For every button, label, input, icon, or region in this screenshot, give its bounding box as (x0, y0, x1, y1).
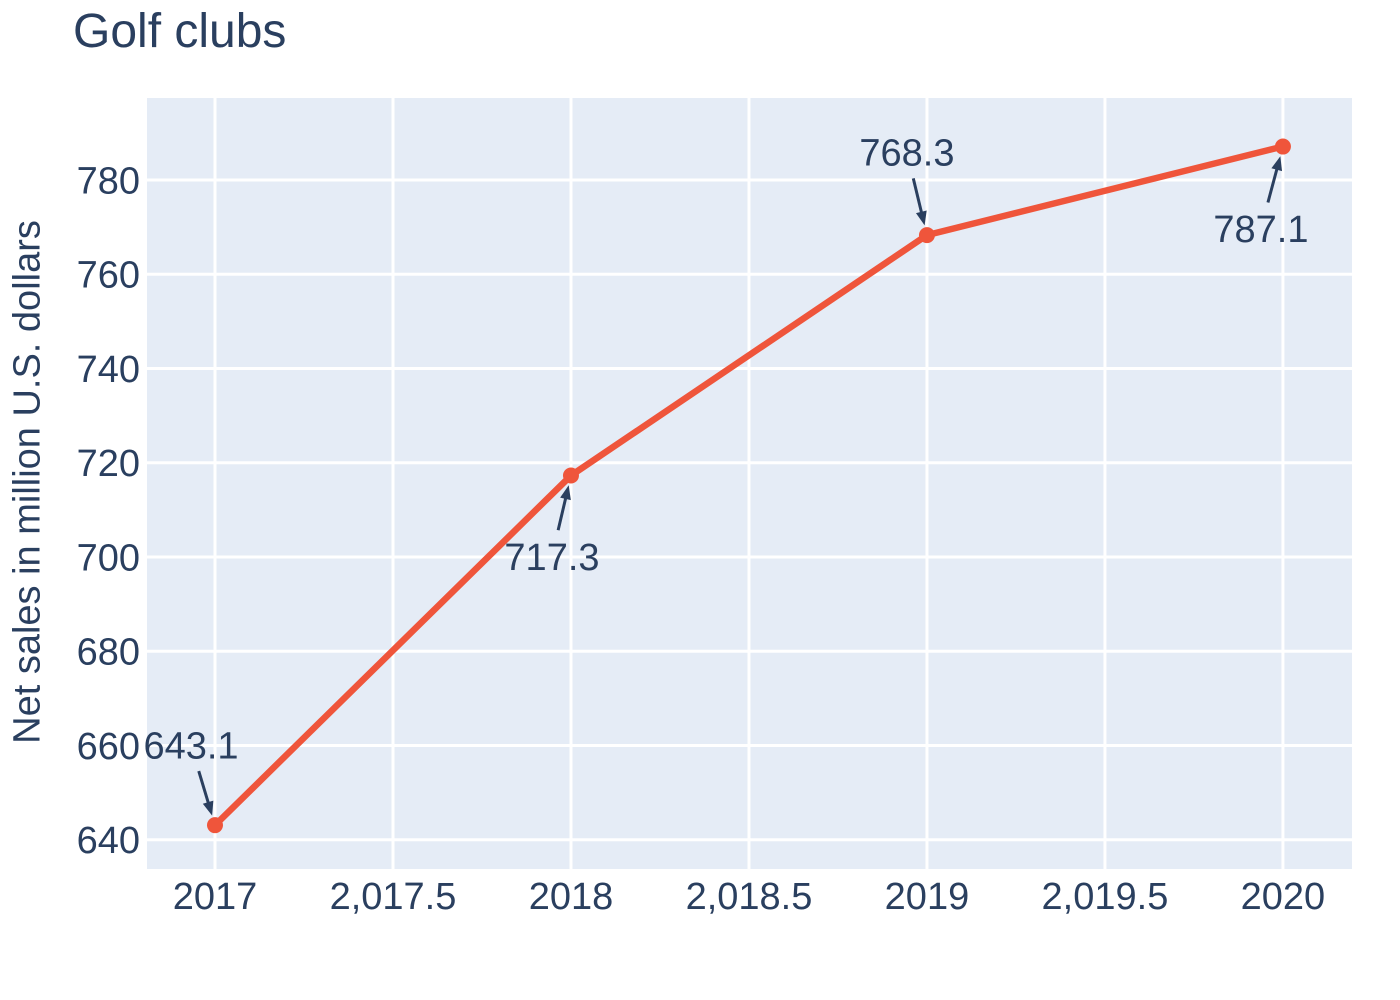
x-tick-label: 2020 (1241, 876, 1326, 918)
annotation-arrowhead (1271, 156, 1283, 172)
annotation-arrow (556, 493, 569, 531)
x-tick-label: 2,018.5 (686, 876, 813, 918)
data-point-marker[interactable] (206, 817, 223, 834)
annotation-label: 717.3 (504, 537, 599, 579)
annotation-arrowhead (915, 210, 927, 226)
x-tick-label: 2017 (173, 876, 258, 918)
y-tick-label: 780 (77, 160, 140, 202)
annotation-arrow (911, 178, 924, 218)
annotation-label: 643.1 (143, 725, 238, 767)
chart-title: Golf clubs (73, 5, 287, 58)
series-line (211, 143, 1287, 829)
y-tick-label: 720 (77, 443, 140, 485)
annotation-label: 787.1 (1213, 209, 1308, 251)
annotation-arrowhead (560, 485, 571, 501)
y-tick-label: 660 (77, 726, 140, 768)
y-tick-label: 680 (77, 632, 140, 674)
y-tick-label: 760 (77, 255, 140, 297)
y-tick-label: 640 (77, 820, 140, 862)
data-point-marker[interactable] (918, 227, 935, 244)
x-tick-label: 2018 (529, 876, 614, 918)
annotation-label: 768.3 (859, 132, 954, 174)
annotation-arrow (1266, 164, 1280, 203)
data-point-marker[interactable] (562, 467, 579, 484)
x-tick-label: 2019 (885, 876, 970, 918)
annotation-arrowhead (202, 800, 214, 816)
x-tick-label: 2,017.5 (330, 876, 457, 918)
annotation-arrow (197, 770, 211, 808)
y-tick-label: 740 (77, 349, 140, 391)
data-point-marker[interactable] (1274, 138, 1291, 155)
y-tick-label: 700 (77, 537, 140, 579)
x-tick-label: 2,019.5 (1042, 876, 1169, 918)
